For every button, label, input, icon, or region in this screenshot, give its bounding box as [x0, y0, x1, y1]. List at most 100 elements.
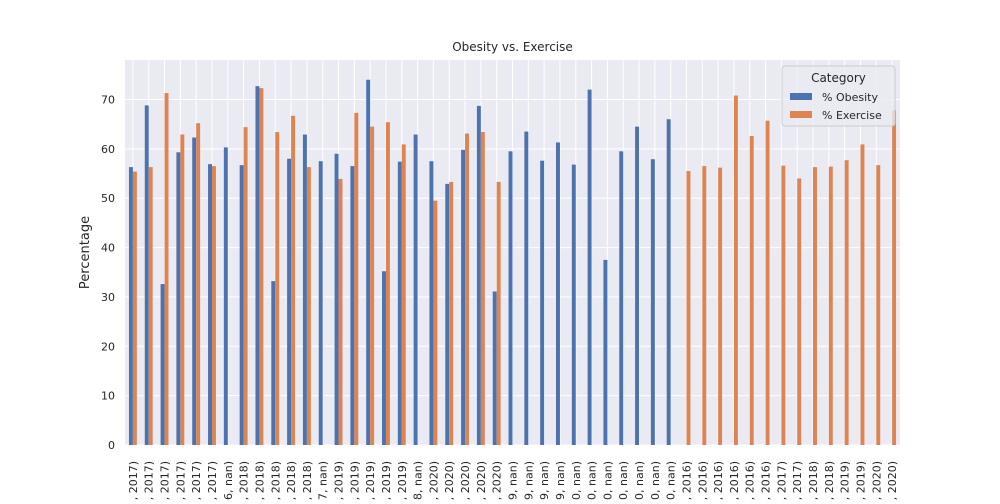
x-tick-label: , 2017) — [775, 461, 788, 500]
bar-exercise — [180, 134, 185, 446]
bar-obesity — [208, 164, 212, 445]
bar-obesity — [619, 151, 624, 446]
x-tick-label: , 2019) — [364, 461, 377, 500]
y-tick-label: 50 — [101, 192, 115, 205]
bar-exercise — [480, 132, 485, 446]
x-tick-label: 6, nan) — [222, 461, 235, 500]
bar-obesity — [508, 151, 513, 446]
x-tick-label: , 2020) — [443, 461, 456, 500]
bar-exercise — [686, 171, 691, 446]
bar-exercise — [291, 115, 296, 446]
bar-obesity — [223, 147, 228, 445]
x-tick-label: 9, nan) — [507, 461, 520, 500]
bar-exercise — [876, 165, 881, 445]
bar-exercise — [259, 88, 264, 445]
y-tick-label: 0 — [108, 439, 115, 452]
bar-obesity — [413, 134, 418, 446]
bar-exercise — [765, 120, 770, 445]
x-tick-label: , 2018) — [807, 461, 820, 500]
bar-obesity — [128, 167, 133, 445]
y-tick-label: 30 — [101, 291, 115, 304]
bar-exercise — [781, 165, 786, 445]
legend-title: Category — [811, 71, 866, 85]
bar-exercise — [401, 144, 406, 445]
x-tick-label: 0, nan) — [649, 461, 662, 500]
x-tick-label: , 2020) — [870, 461, 883, 500]
x-tick-label: , 2019) — [348, 461, 361, 500]
bar-obesity — [650, 159, 655, 445]
bar-exercise — [338, 178, 343, 445]
bar-obesity — [192, 137, 197, 445]
x-tick-label: , 2016) — [744, 461, 757, 500]
bar-exercise — [828, 166, 833, 445]
bar-exercise — [370, 126, 375, 445]
bar-obesity — [334, 153, 339, 446]
bar-exercise — [844, 160, 849, 445]
bar-obesity — [144, 105, 149, 446]
x-tick-label: , 2017) — [206, 461, 219, 500]
y-tick-label: 70 — [101, 93, 115, 106]
bar-exercise — [813, 167, 817, 445]
x-tick-label: , 2020) — [459, 461, 472, 500]
legend-label-obesity: % Obesity — [822, 91, 878, 104]
bar-exercise — [164, 93, 169, 446]
bar-obesity — [429, 161, 434, 445]
bar-exercise — [860, 144, 865, 445]
x-tick-label: , 2019) — [333, 461, 346, 500]
x-tick-label: , 2019) — [380, 461, 393, 500]
bar-exercise — [196, 123, 201, 445]
x-tick-label: , 2018) — [238, 461, 251, 500]
bar-exercise — [733, 95, 738, 446]
bar-obesity — [666, 119, 671, 445]
bar-obesity — [461, 149, 466, 446]
bar-exercise — [449, 181, 454, 445]
x-tick-label: , 2018) — [301, 461, 314, 500]
bar-exercise — [385, 122, 390, 445]
bar-exercise — [702, 166, 707, 445]
bar-obesity — [255, 86, 260, 446]
x-tick-label: 0, nan) — [665, 461, 678, 500]
x-tick-label: 0, nan) — [586, 461, 599, 500]
x-tick-label: , 2016) — [760, 461, 773, 500]
x-tick-label: 7, nan) — [317, 461, 330, 500]
bar-exercise — [132, 171, 137, 446]
bar-obesity — [302, 134, 307, 446]
x-tick-label: , 2018) — [823, 461, 836, 500]
bar-obesity — [476, 105, 481, 446]
x-tick-label: 0, nan) — [570, 461, 583, 500]
x-tick-label: , 2020) — [886, 461, 899, 500]
x-tick-label: , 2016) — [696, 461, 709, 500]
x-tick-labels: , 2017), 2017), 2017), 2017), 2017), 201… — [127, 461, 899, 500]
bar-obesity — [445, 183, 450, 445]
bar-obesity — [635, 126, 640, 445]
x-tick-label: , 2019) — [854, 461, 867, 500]
y-tick-label: 40 — [101, 242, 115, 255]
x-tick-label: , 2017) — [190, 461, 203, 500]
bar-exercise — [718, 167, 723, 445]
legend-swatch-obesity — [790, 93, 812, 100]
legend: Category % Obesity % Exercise — [781, 65, 896, 127]
legend-label-exercise: % Exercise — [822, 109, 882, 122]
x-tick-label: 9, nan) — [522, 461, 535, 500]
bar-exercise — [749, 136, 754, 445]
bar-obesity — [350, 166, 355, 445]
x-tick-label: 9, nan) — [554, 461, 567, 500]
bar-obesity — [540, 160, 545, 445]
x-tick-label: , 2016) — [712, 461, 725, 500]
x-tick-label: , 2019) — [839, 461, 852, 500]
x-tick-label: , 2020) — [475, 461, 488, 500]
y-tick-labels: 0 10 20 30 40 50 60 70 — [101, 93, 115, 452]
bar-exercise — [465, 133, 470, 446]
bar-obesity — [571, 164, 576, 445]
bar-exercise — [797, 178, 802, 445]
bar-obesity — [366, 79, 371, 445]
bar-obesity — [492, 291, 497, 445]
x-tick-label: 9, nan) — [538, 461, 551, 500]
bar-exercise — [243, 127, 248, 445]
x-tick-label: , 2019) — [396, 461, 409, 500]
x-tick-label: , 2018) — [269, 461, 282, 500]
x-tick-label: , 2018) — [253, 461, 266, 500]
x-tick-label: , 2017) — [159, 461, 172, 500]
